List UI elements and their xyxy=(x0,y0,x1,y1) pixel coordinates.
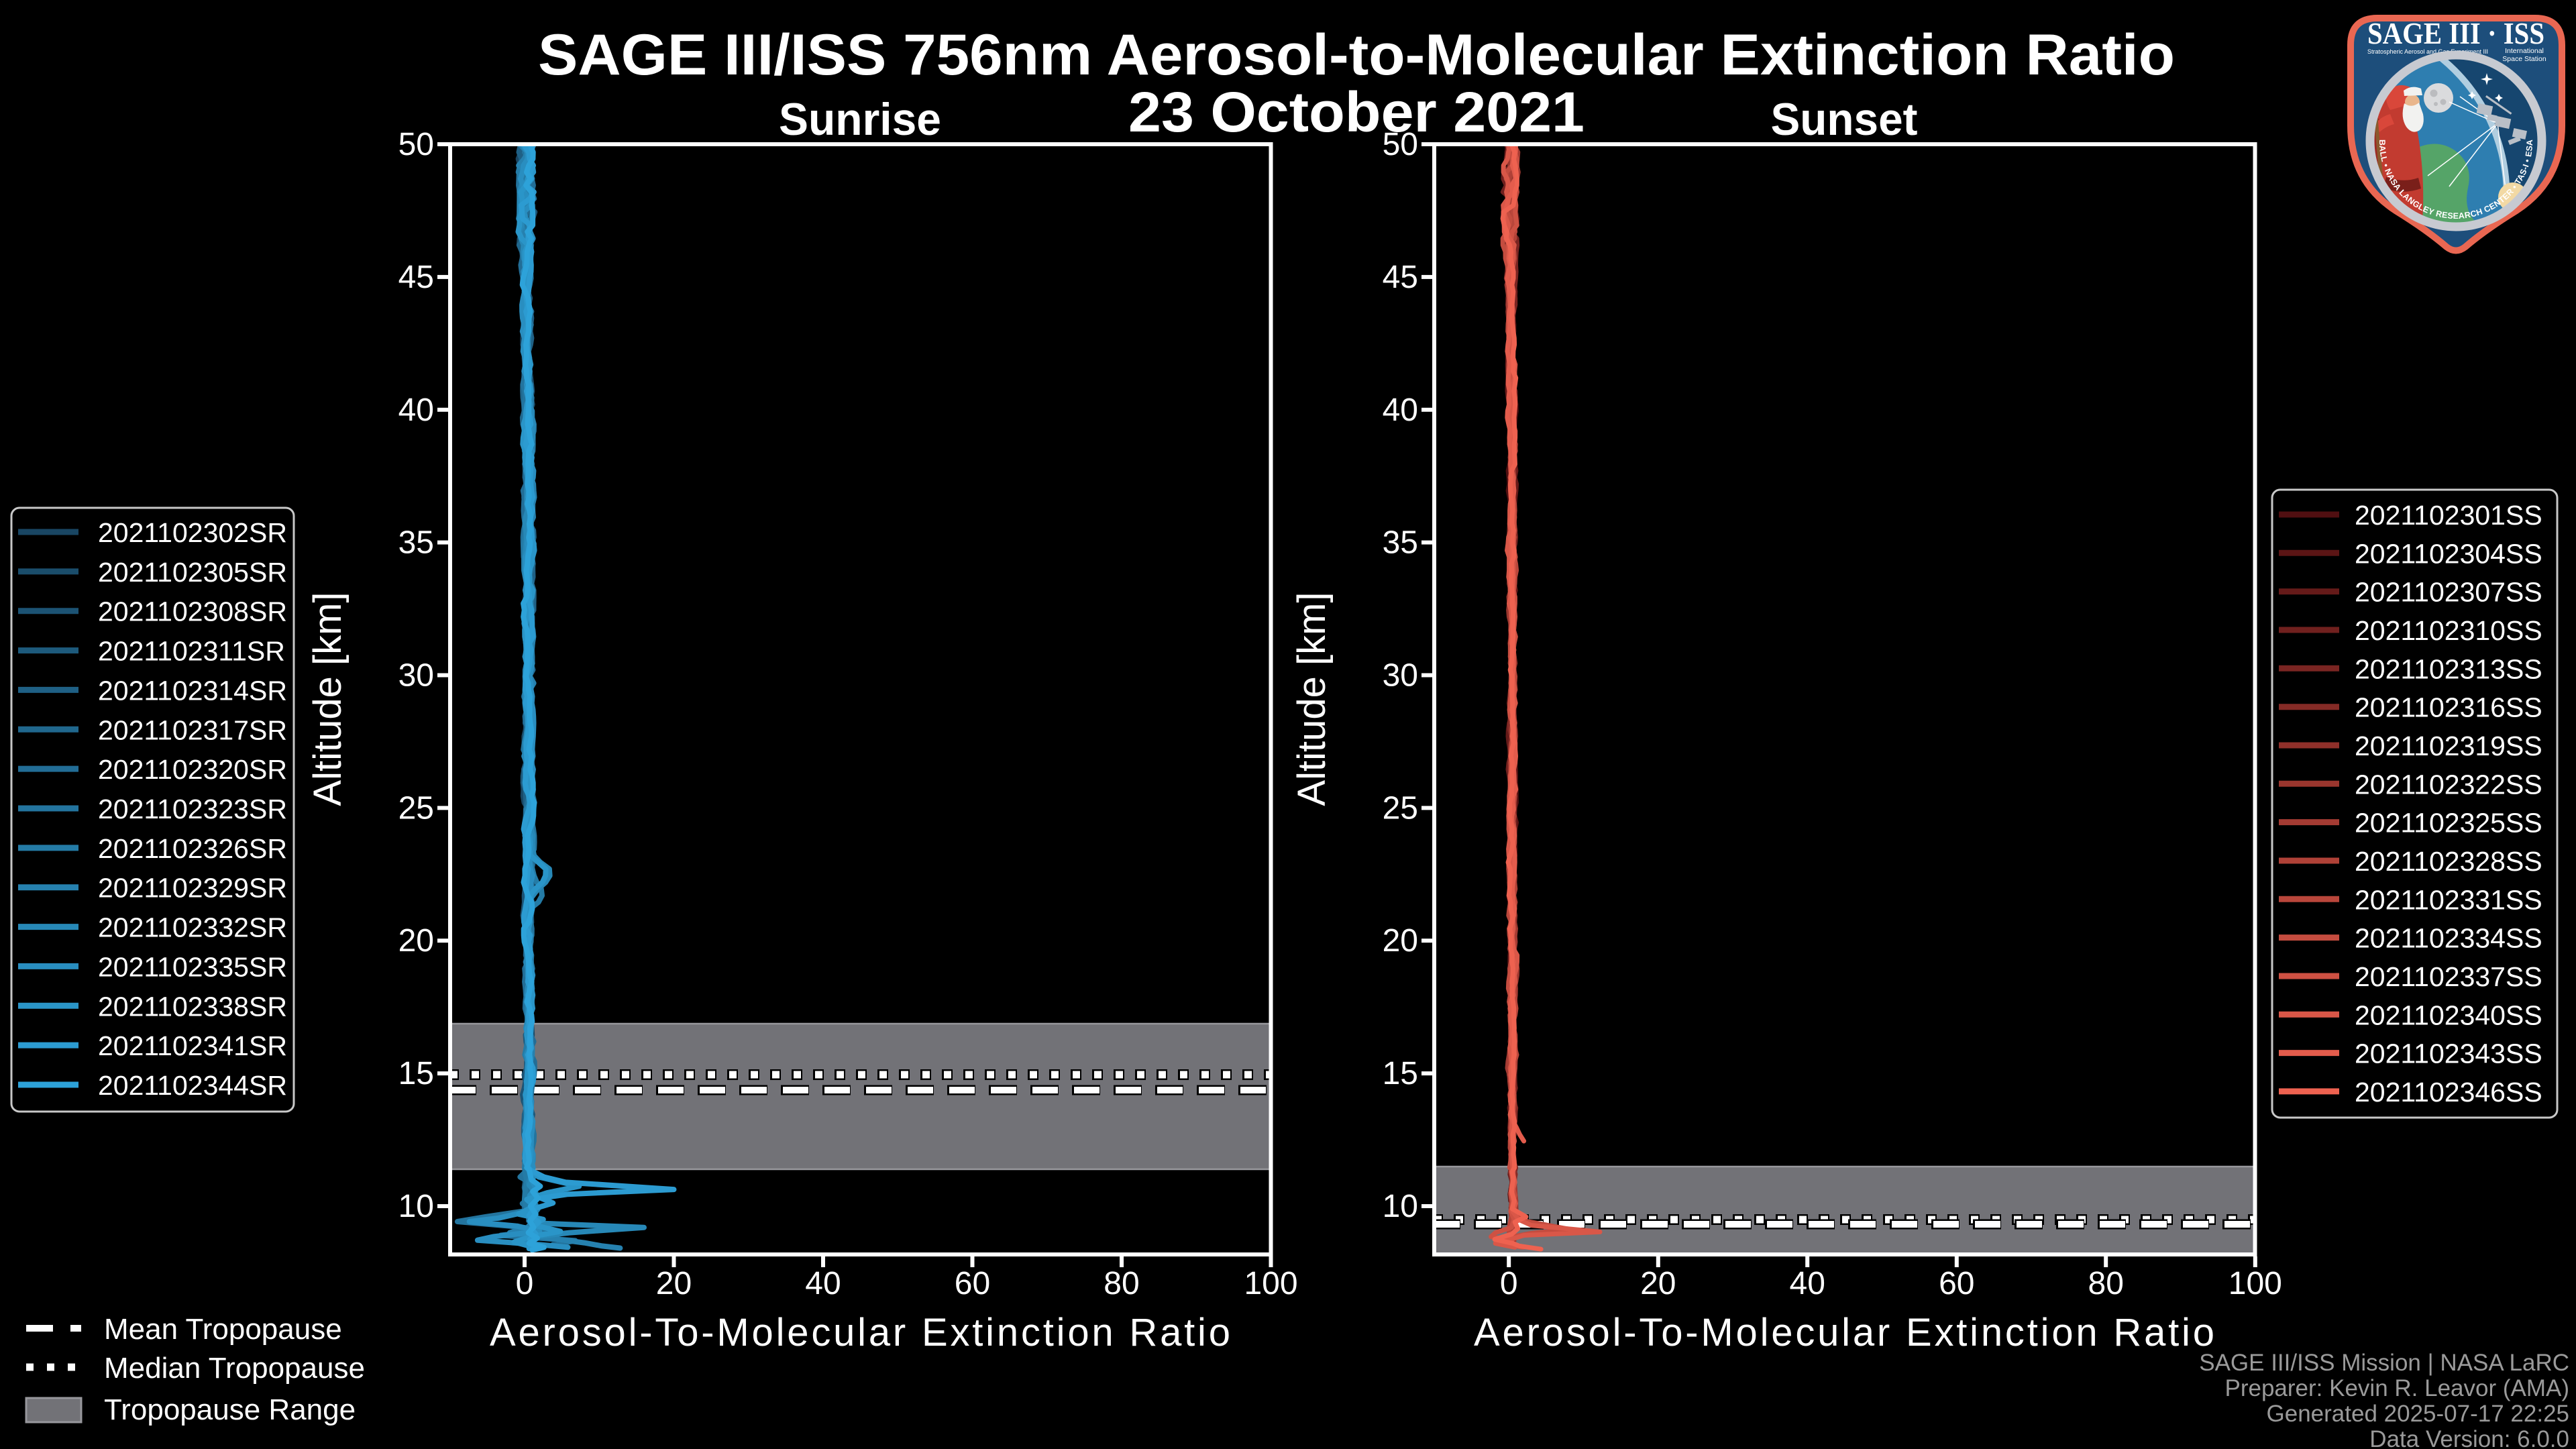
svg-text:20: 20 xyxy=(1383,923,1418,959)
svg-text:2021102313SS: 2021102313SS xyxy=(2355,653,2542,684)
svg-text:International: International xyxy=(2505,47,2544,55)
svg-text:2021102310SS: 2021102310SS xyxy=(2355,615,2542,646)
svg-text:2021102328SS: 2021102328SS xyxy=(2355,846,2542,877)
svg-text:50: 50 xyxy=(398,127,434,162)
svg-text:20: 20 xyxy=(398,923,434,959)
svg-text:2021102308SR: 2021102308SR xyxy=(98,596,287,627)
svg-text:SAGE III/ISS 756nm Aerosol-to-: SAGE III/ISS 756nm Aerosol-to-Molecular … xyxy=(538,23,2175,87)
svg-text:Stratospheric Aerosol and Gas: Stratospheric Aerosol and Gas Experiment… xyxy=(2367,48,2488,55)
svg-text:2021102332SR: 2021102332SR xyxy=(98,912,287,943)
svg-text:Altitude [km]: Altitude [km] xyxy=(1290,592,1334,806)
svg-text:Altitude [km]: Altitude [km] xyxy=(306,592,350,806)
svg-text:80: 80 xyxy=(2088,1266,2124,1301)
svg-text:30: 30 xyxy=(398,658,434,694)
svg-text:35: 35 xyxy=(398,525,434,561)
svg-text:2021102337SS: 2021102337SS xyxy=(2355,961,2542,992)
svg-text:Aerosol-To-Molecular Extinctio: Aerosol-To-Molecular Extinction Ratio xyxy=(1474,1311,2214,1354)
svg-text:2021102305SR: 2021102305SR xyxy=(98,557,287,588)
svg-text:2021102329SR: 2021102329SR xyxy=(98,873,287,904)
svg-text:Data Version: 6.0.0: Data Version: 6.0.0 xyxy=(2369,1426,2569,1449)
svg-text:23 October 2021: 23 October 2021 xyxy=(1128,80,1585,144)
svg-text:2021102301SS: 2021102301SS xyxy=(2355,500,2542,531)
svg-text:Tropopause Range: Tropopause Range xyxy=(104,1393,356,1426)
svg-text:2021102341SR: 2021102341SR xyxy=(98,1030,287,1061)
svg-text:15: 15 xyxy=(1383,1056,1418,1091)
svg-text:10: 10 xyxy=(398,1189,434,1224)
svg-text:2021102331SS: 2021102331SS xyxy=(2355,884,2542,915)
svg-text:45: 45 xyxy=(1383,260,1418,295)
svg-text:2021102335SR: 2021102335SR xyxy=(98,951,287,982)
svg-text:30: 30 xyxy=(1383,658,1418,694)
svg-text:35: 35 xyxy=(1383,525,1418,561)
svg-text:60: 60 xyxy=(1939,1266,1974,1301)
svg-text:2021102307SS: 2021102307SS xyxy=(2355,577,2542,608)
svg-text:100: 100 xyxy=(1244,1266,1297,1301)
svg-text:2021102340SS: 2021102340SS xyxy=(2355,1000,2542,1030)
svg-text:10: 10 xyxy=(1383,1189,1418,1224)
svg-text:40: 40 xyxy=(1383,392,1418,428)
svg-text:15: 15 xyxy=(398,1056,434,1091)
svg-text:25: 25 xyxy=(1383,790,1418,826)
svg-text:2021102334SS: 2021102334SS xyxy=(2355,923,2542,954)
svg-text:2021102343SS: 2021102343SS xyxy=(2355,1038,2542,1069)
svg-text:2021102326SR: 2021102326SR xyxy=(98,833,287,864)
svg-text:20: 20 xyxy=(656,1266,692,1301)
svg-text:Aerosol-To-Molecular Extinctio: Aerosol-To-Molecular Extinction Ratio xyxy=(490,1311,1230,1354)
svg-text:SAGE III · ISS: SAGE III · ISS xyxy=(2367,16,2544,50)
svg-text:0: 0 xyxy=(1500,1266,1518,1301)
svg-text:40: 40 xyxy=(1790,1266,1825,1301)
svg-text:50: 50 xyxy=(1383,127,1418,162)
svg-text:100: 100 xyxy=(2229,1266,2282,1301)
svg-text:2021102338SR: 2021102338SR xyxy=(98,991,287,1022)
svg-text:Sunrise: Sunrise xyxy=(779,94,941,145)
svg-text:2021102344SR: 2021102344SR xyxy=(98,1070,287,1101)
svg-text:2021102314SR: 2021102314SR xyxy=(98,675,287,706)
svg-text:2021102346SS: 2021102346SS xyxy=(2355,1077,2542,1108)
svg-text:60: 60 xyxy=(955,1266,990,1301)
svg-text:80: 80 xyxy=(1104,1266,1139,1301)
svg-text:Median Tropopause: Median Tropopause xyxy=(104,1352,365,1385)
svg-text:25: 25 xyxy=(398,790,434,826)
svg-text:Preparer: Kevin R. Leavor (AMA: Preparer: Kevin R. Leavor (AMA) xyxy=(2224,1375,2569,1401)
svg-text:0: 0 xyxy=(516,1266,534,1301)
svg-text:Space Station: Space Station xyxy=(2502,55,2546,63)
svg-text:Sunset: Sunset xyxy=(1771,94,1918,145)
svg-text:45: 45 xyxy=(398,260,434,295)
svg-text:40: 40 xyxy=(398,392,434,428)
svg-text:2021102317SR: 2021102317SR xyxy=(98,714,287,745)
svg-text:2021102304SS: 2021102304SS xyxy=(2355,538,2542,569)
svg-text:2021102320SR: 2021102320SR xyxy=(98,754,287,785)
svg-text:40: 40 xyxy=(805,1266,841,1301)
svg-text:2021102325SS: 2021102325SS xyxy=(2355,808,2542,839)
svg-text:Generated 2025-07-17 22:25: Generated 2025-07-17 22:25 xyxy=(2267,1401,2569,1427)
svg-text:SAGE III/ISS Mission | NASA La: SAGE III/ISS Mission | NASA LaRC xyxy=(2199,1350,2569,1376)
svg-text:2021102322SS: 2021102322SS xyxy=(2355,769,2542,800)
svg-text:20: 20 xyxy=(1640,1266,1676,1301)
svg-text:Mean Tropopause: Mean Tropopause xyxy=(104,1313,342,1346)
svg-text:2021102323SR: 2021102323SR xyxy=(98,794,287,824)
svg-text:2021102302SR: 2021102302SR xyxy=(98,517,287,548)
svg-text:2021102319SS: 2021102319SS xyxy=(2355,731,2542,761)
svg-text:2021102316SS: 2021102316SS xyxy=(2355,692,2542,723)
svg-text:2021102311SR: 2021102311SR xyxy=(98,636,285,667)
